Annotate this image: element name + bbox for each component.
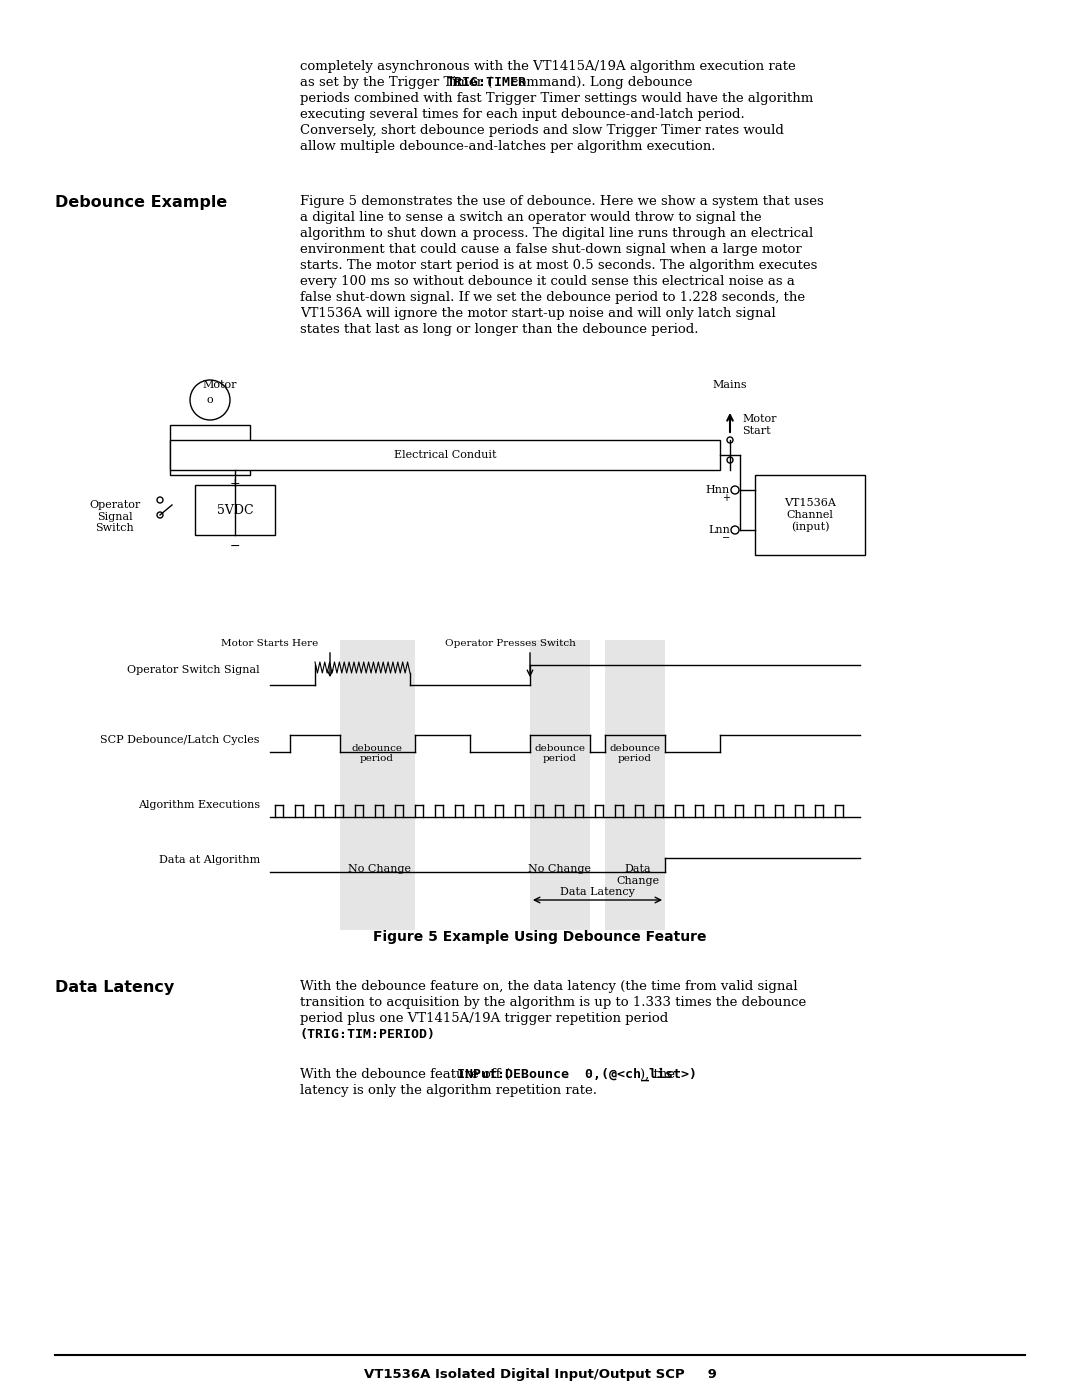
Text: TRIG:TIMER: TRIG:TIMER [446, 75, 526, 89]
Text: debounce
period: debounce period [535, 745, 585, 763]
Text: With the debounce feature off (: With the debounce feature off ( [300, 1067, 510, 1081]
Text: Operator Switch Signal: Operator Switch Signal [127, 665, 260, 675]
Text: periods combined with fast Trigger Timer settings would have the algorithm: periods combined with fast Trigger Timer… [300, 92, 813, 105]
Text: o: o [206, 395, 214, 405]
Text: allow multiple debounce-and-latches per algorithm execution.: allow multiple debounce-and-latches per … [300, 140, 715, 154]
Circle shape [190, 380, 230, 420]
Text: No Change: No Change [349, 863, 411, 875]
Text: No Change: No Change [528, 863, 592, 875]
Text: Lnn: Lnn [708, 525, 730, 535]
Text: Conversely, short debounce periods and slow Trigger Timer rates would: Conversely, short debounce periods and s… [300, 124, 784, 137]
Text: Figure 5 Example Using Debounce Feature: Figure 5 Example Using Debounce Feature [374, 930, 706, 944]
Bar [605, 640, 665, 930]
Circle shape [727, 437, 733, 443]
Text: latency is only the algorithm repetition rate.: latency is only the algorithm repetition… [300, 1084, 597, 1097]
Text: Data Latency: Data Latency [559, 887, 634, 897]
Text: debounce
period: debounce period [351, 745, 403, 763]
Bar [340, 640, 415, 930]
Circle shape [727, 457, 733, 462]
Text: −: − [721, 534, 730, 543]
Text: Debounce Example: Debounce Example [55, 196, 227, 210]
Text: debounce
period: debounce period [609, 745, 661, 763]
Circle shape [731, 527, 739, 534]
Text: Mains: Mains [713, 380, 747, 390]
Text: Motor: Motor [203, 380, 238, 390]
Text: Figure 5 demonstrates the use of debounce. Here we show a system that uses: Figure 5 demonstrates the use of debounc… [300, 196, 824, 208]
Text: VT1536A
Channel
(input): VT1536A Channel (input) [784, 499, 836, 532]
Text: With the debounce feature on, the data latency (the time from valid signal: With the debounce feature on, the data l… [300, 981, 798, 993]
Text: Operator
Signal
Switch: Operator Signal Switch [90, 500, 140, 534]
Text: VT1536A will ignore the motor start-up noise and will only latch signal: VT1536A will ignore the motor start-up n… [300, 307, 775, 320]
Bar [195, 485, 275, 535]
Text: algorithm to shut down a process. The digital line runs through an electrical: algorithm to shut down a process. The di… [300, 226, 813, 240]
Text: Electrical Conduit: Electrical Conduit [394, 450, 496, 460]
Text: Data Latency: Data Latency [55, 981, 174, 995]
Text: Operator Presses Switch: Operator Presses Switch [445, 638, 576, 648]
Circle shape [731, 486, 739, 495]
Text: Algorithm Executions: Algorithm Executions [138, 800, 260, 810]
Text: completely asynchronous with the VT1415A/19A algorithm execution rate: completely asynchronous with the VT1415A… [300, 60, 796, 73]
Text: command). Long debounce: command). Long debounce [512, 75, 693, 89]
Bar [170, 440, 720, 469]
Text: states that last as long or longer than the debounce period.: states that last as long or longer than … [300, 323, 699, 337]
Bar [530, 640, 590, 930]
Text: starts. The motor start period is at most 0.5 seconds. The algorithm executes: starts. The motor start period is at mos… [300, 258, 818, 272]
Text: (TRIG:TIM:PERIOD): (TRIG:TIM:PERIOD) [300, 1028, 436, 1041]
Text: every 100 ms so without debounce it could sense this electrical noise as a: every 100 ms so without debounce it coul… [300, 275, 795, 288]
Circle shape [157, 497, 163, 503]
Text: Motor Starts Here: Motor Starts Here [221, 638, 319, 648]
Text: VT1536A Isolated Digital Input/Output SCP     9: VT1536A Isolated Digital Input/Output SC… [364, 1368, 716, 1382]
Text: ), the: ), the [639, 1067, 675, 1081]
Text: −: − [230, 541, 240, 553]
Bar [755, 475, 865, 555]
Text: +: + [230, 476, 241, 490]
Text: INPut:DEBounce  0,(@<ch_list>): INPut:DEBounce 0,(@<ch_list>) [457, 1067, 697, 1081]
Text: executing several times for each input debounce-and-latch period.: executing several times for each input d… [300, 108, 745, 122]
Text: SCP Debounce/Latch Cycles: SCP Debounce/Latch Cycles [100, 735, 260, 745]
Bar [170, 425, 249, 475]
Text: Motor
Start: Motor Start [742, 414, 777, 436]
Text: transition to acquisition by the algorithm is up to 1.333 times the debounce: transition to acquisition by the algorit… [300, 996, 807, 1009]
Text: +: + [723, 493, 730, 503]
Text: false shut-down signal. If we set the debounce period to 1.228 seconds, the: false shut-down signal. If we set the de… [300, 291, 805, 305]
Circle shape [157, 511, 163, 518]
Text: a digital line to sense a switch an operator would throw to signal the: a digital line to sense a switch an oper… [300, 211, 761, 224]
Text: Data
Change: Data Change [617, 863, 660, 886]
Text: period plus one VT1415A/19A trigger repetition period: period plus one VT1415A/19A trigger repe… [300, 1011, 669, 1025]
Text: Hnn: Hnn [705, 485, 730, 495]
Text: Data at Algorithm: Data at Algorithm [159, 855, 260, 865]
Text: 5VDC: 5VDC [217, 503, 254, 517]
Text: as set by the Trigger Timer (: as set by the Trigger Timer ( [300, 75, 492, 89]
Text: environment that could cause a false shut-down signal when a large motor: environment that could cause a false shu… [300, 243, 801, 256]
